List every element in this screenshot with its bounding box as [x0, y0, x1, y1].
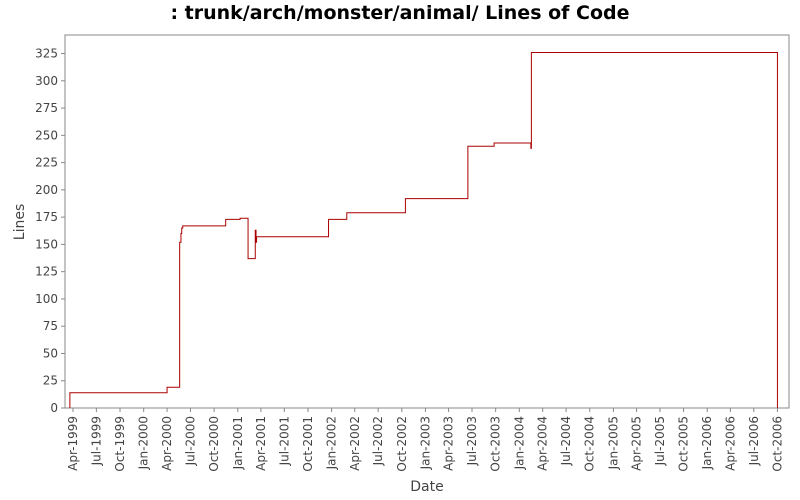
x-tick-label: Jul-2003	[465, 416, 479, 466]
x-tick-label: Jan-2006	[700, 416, 714, 470]
x-tick-label: Oct-2003	[489, 416, 503, 472]
y-tick-label: 325	[35, 47, 58, 61]
y-tick-label: 200	[35, 183, 58, 197]
y-axis-title: Lines	[12, 204, 28, 240]
x-tick-label: Jan-2000	[137, 416, 151, 470]
y-tick-label: 250	[35, 128, 58, 142]
x-tick-label: Apr-2000	[160, 416, 174, 471]
y-tick-label: 275	[35, 101, 58, 115]
x-tick-label: Oct-2006	[770, 416, 784, 472]
x-axis-title: Date	[410, 479, 443, 495]
x-tick-label: Jan-2001	[231, 416, 245, 470]
x-tick-label: Apr-1999	[66, 416, 80, 471]
x-tick-label: Jan-2004	[512, 416, 526, 470]
y-tick-label: 225	[35, 156, 58, 170]
x-tick-label: Apr-2005	[630, 416, 644, 471]
x-tick-label: Jul-2005	[653, 416, 667, 466]
y-tick-label: 125	[35, 265, 58, 279]
x-tick-label: Oct-2005	[677, 416, 691, 472]
x-tick-label: Oct-2000	[207, 416, 221, 472]
x-tick-label: Oct-2004	[583, 416, 597, 472]
x-tick-label: Jan-2005	[606, 416, 620, 470]
x-tick-label: Jul-2004	[559, 416, 573, 466]
x-tick-label: Oct-2001	[301, 416, 315, 472]
y-tick-label: 175	[35, 210, 58, 224]
y-tick-label: 0	[50, 401, 58, 415]
x-tick-label: Apr-2004	[536, 416, 550, 471]
x-tick-label: Apr-2006	[723, 416, 737, 471]
x-tick-label: Oct-1999	[113, 416, 127, 472]
y-tick-label: 100	[35, 292, 58, 306]
y-tick-label: 50	[43, 346, 58, 360]
series-line	[69, 51, 778, 408]
plot-area	[64, 34, 790, 409]
x-tick-label: Apr-2001	[254, 416, 268, 471]
y-tick-label: 75	[43, 319, 58, 333]
x-tick-label: Jan-2002	[325, 416, 339, 470]
x-tick-label: Jul-2006	[747, 416, 761, 466]
chart-title: : trunk/arch/monster/animal/ Lines of Co…	[170, 2, 630, 24]
y-tick-label: 150	[35, 237, 58, 251]
x-tick-label: Jul-2002	[371, 416, 385, 466]
x-tick-label: Jan-2003	[418, 416, 432, 470]
x-tick-label: Jul-2001	[277, 416, 291, 466]
x-tick-label: Oct-2002	[395, 416, 409, 472]
x-tick-label: Apr-2002	[348, 416, 362, 471]
x-tick-label: Jul-1999	[89, 416, 103, 466]
y-tick-label: 300	[35, 74, 58, 88]
x-tick-label: Jul-2000	[183, 416, 197, 466]
x-tick-label: Apr-2003	[442, 416, 456, 471]
y-tick-label: 25	[43, 374, 58, 388]
